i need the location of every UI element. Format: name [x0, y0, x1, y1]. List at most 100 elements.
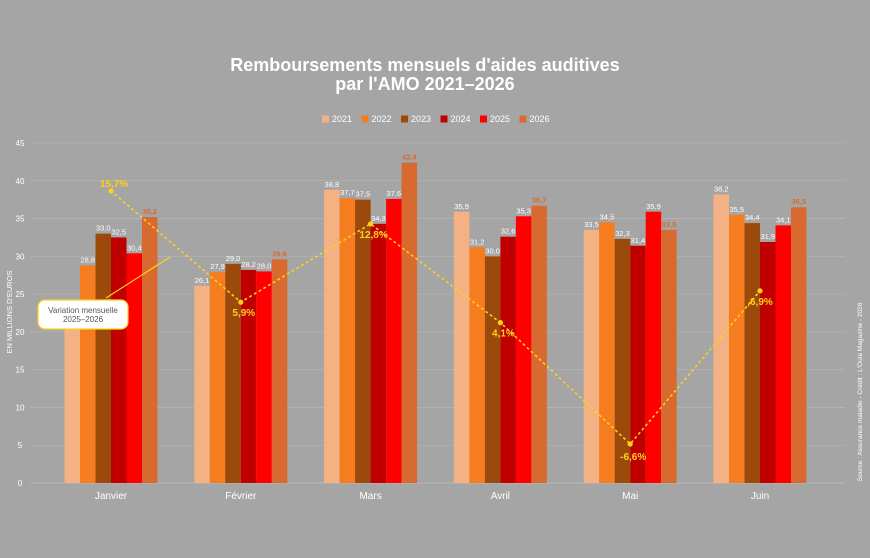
- bar: [661, 229, 677, 483]
- bar: [111, 237, 127, 483]
- legend-swatch: [480, 115, 487, 123]
- variation-point: [497, 320, 503, 326]
- variation-point: [757, 288, 763, 294]
- bar-value-label: 28,8: [80, 255, 95, 264]
- bar-value-label: 35,9: [646, 202, 661, 211]
- y-axis-label: EN MILLIONS D'EUROS: [5, 270, 14, 353]
- bar-value-label: 34,5: [600, 212, 615, 221]
- bar: [95, 233, 111, 483]
- x-tick-label: Janvier: [95, 491, 128, 502]
- bar: [355, 199, 371, 483]
- y-tick-label: 30: [16, 252, 25, 261]
- annotation-text-line-2: 2025–2026: [63, 315, 104, 324]
- variation-label: -6,6%: [620, 452, 646, 463]
- bar-value-label: 38,8: [325, 180, 340, 189]
- variation-line: [110, 190, 761, 446]
- bar-value-label: 36,7: [532, 196, 547, 205]
- bar-value-label: 35,5: [729, 205, 744, 214]
- legend-swatch: [440, 115, 448, 123]
- bar: [775, 225, 791, 483]
- bar-value-label: 33,5: [584, 220, 599, 229]
- bar: [339, 198, 356, 483]
- legend-label: 2025: [490, 114, 510, 124]
- bar: [729, 214, 745, 483]
- bar-value-label: 29,0: [226, 254, 241, 263]
- bar: [531, 205, 547, 483]
- bar-value-label: 34,1: [776, 215, 791, 224]
- source-credit: Source : Assurance maladie - Crédit : L'…: [857, 302, 864, 481]
- bar-value-label: 35,9: [454, 202, 469, 211]
- bars: 28,8 33,0 32,530,4 35,2 26,127,929,028,2 28,0…: [64, 153, 807, 484]
- y-tick-label: 5: [18, 441, 23, 450]
- bar-value-label: 28,0: [257, 261, 272, 270]
- bar-value-label: 33,0: [96, 224, 111, 233]
- bar-value-label: 31,9: [760, 232, 775, 241]
- bar-value-label: 37,5: [356, 190, 371, 199]
- chart-title-line-1: Remboursements mensuels d'aides auditive…: [230, 55, 619, 75]
- bar-value-label: 29,6: [272, 249, 287, 258]
- bar: [240, 269, 257, 483]
- variation-point: [108, 188, 114, 194]
- variation-point: [238, 299, 244, 305]
- legend-swatch: [361, 115, 369, 123]
- bar: [271, 259, 288, 483]
- y-tick-label: 20: [16, 328, 25, 337]
- bar-value-label: 30,4: [127, 243, 142, 252]
- variation-label: 4,1%: [492, 329, 515, 340]
- bar-value-label: 32,5: [111, 227, 126, 236]
- bar-value-label: 38,2: [714, 184, 729, 193]
- bar: [583, 229, 600, 483]
- bar-value-label: 37,7: [340, 188, 355, 197]
- y-tick-label: 10: [16, 403, 25, 412]
- y-tick-label: 15: [16, 366, 25, 375]
- variation-point: [627, 441, 633, 447]
- bar: [386, 198, 402, 483]
- x-axis: Janvier Février Mars Avril Mai Juin: [95, 491, 769, 502]
- bar-value-label: 35,3: [516, 206, 531, 215]
- bar: [80, 265, 96, 483]
- bar: [630, 245, 646, 483]
- bar: [713, 194, 729, 483]
- bar: [64, 318, 80, 483]
- bar: [744, 223, 760, 484]
- x-tick-label: Mai: [622, 491, 638, 502]
- bar-value-label: 34,3: [371, 214, 386, 223]
- bar: [614, 238, 631, 483]
- bar: [256, 271, 272, 483]
- variation-annotation: Variation mensuelle 2025–2026: [37, 256, 171, 330]
- y-tick-label: 35: [16, 215, 25, 224]
- bar: [370, 223, 387, 483]
- variation-label: 5,9%: [232, 308, 255, 319]
- legend: 2021 2022 2023 2024 2025 2026: [322, 114, 550, 124]
- x-tick-label: Avril: [491, 491, 510, 502]
- grid: [30, 142, 845, 484]
- annotation-box: [37, 299, 129, 330]
- bar-value-label: 31,2: [470, 237, 485, 246]
- bar: [469, 247, 485, 483]
- annotation-text-line-1: Variation mensuelle: [48, 306, 118, 315]
- bar: [324, 189, 340, 483]
- bar-value-label: 27,9: [210, 262, 225, 271]
- bar: [791, 207, 807, 483]
- legend-label: 2022: [372, 114, 392, 124]
- bar-value-label: 28,2: [241, 260, 256, 269]
- legend-label: 2026: [530, 114, 550, 124]
- legend-swatch: [322, 115, 329, 123]
- legend-swatch: [519, 115, 527, 123]
- bar: [209, 272, 226, 483]
- variation-series: 15,7% 5,9% 12,8% 4,1% -6,6% ,6,9%: [100, 179, 773, 463]
- bar: [401, 162, 418, 483]
- bar-value-label: 37,6: [387, 189, 402, 198]
- bar-value-label: 32,3: [615, 229, 630, 238]
- bar-value-label: 30,0: [485, 246, 500, 255]
- bar: [599, 222, 615, 484]
- bar-value-label: 31,4: [631, 236, 646, 245]
- legend-label: 2023: [411, 114, 431, 124]
- y-tick-label: 40: [16, 177, 25, 186]
- bar-value-label: 33,5: [662, 220, 677, 229]
- variation-label: ,6,9%: [747, 297, 773, 308]
- legend-label: 2021: [332, 114, 352, 124]
- chart-title-line-2: par l'AMO 2021–2026: [335, 74, 514, 94]
- bar: [760, 241, 776, 483]
